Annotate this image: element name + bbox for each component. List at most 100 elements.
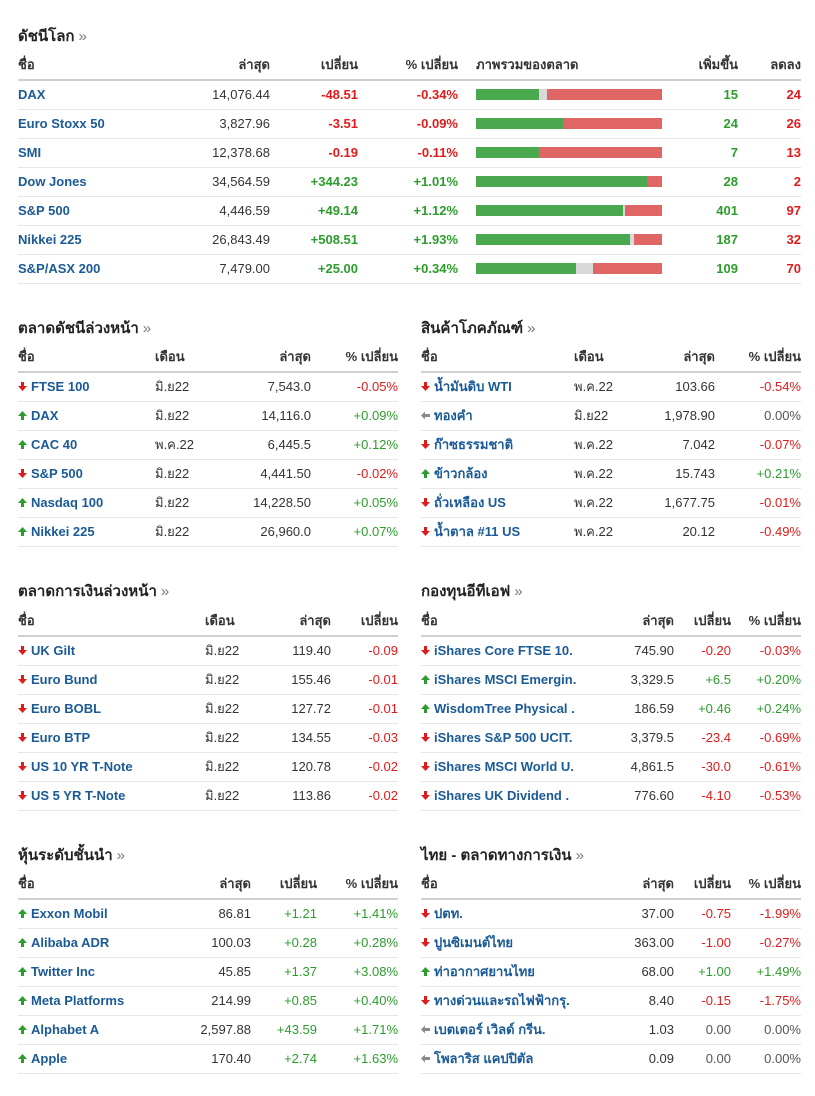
name-cell[interactable]: Alibaba ADR (18, 928, 178, 958)
instrument-link[interactable]: S&P 500 (18, 203, 70, 218)
name-cell[interactable]: UK Gilt (18, 636, 205, 666)
instrument-link[interactable]: Alibaba ADR (31, 935, 110, 950)
instrument-link[interactable]: Nasdaq 100 (31, 495, 104, 510)
name-cell[interactable]: Euro BTP (18, 723, 205, 753)
name-cell[interactable]: SMI (18, 138, 148, 168)
table-row[interactable]: Dow Jones 34,564.59 +344.23 +1.01% 28 2 (18, 167, 801, 197)
table-row[interactable]: Nikkei 225 มิ.ย22 26,960.0 +0.07% (18, 517, 398, 547)
table-row[interactable]: iShares UK Dividend . 776.60 -4.10 -0.53% (421, 781, 801, 811)
name-cell[interactable]: Exxon Mobil (18, 899, 178, 929)
table-row[interactable]: Nikkei 225 26,843.49 +508.51 +1.93% 187 32 (18, 225, 801, 255)
table-row[interactable]: UK Gilt มิ.ย22 119.40 -0.09 (18, 636, 398, 666)
instrument-link[interactable]: UK Gilt (31, 643, 76, 659)
thai-markets-title-text[interactable]: ไทย - ตลาดทางการเงิน (421, 847, 572, 864)
table-row[interactable]: DAX 14,076.44 -48.51 -0.34% 15 24 (18, 80, 801, 110)
name-cell[interactable]: iShares S&P 500 UCIT. (421, 723, 603, 753)
name-cell[interactable]: Twitter Inc (18, 957, 178, 987)
name-cell[interactable]: FTSE 100 (18, 372, 155, 402)
rate-futures-title[interactable]: ตลาดการเงินล่วงหน้า» (18, 579, 169, 603)
instrument-link[interactable]: S&P/ASX 200 (18, 261, 101, 276)
leading-stocks-title[interactable]: หุ้นระดับชั้นนำ» (18, 843, 125, 867)
table-row[interactable]: น้ำมันดิบ WTI พ.ค.22 103.66 -0.54% (421, 372, 801, 402)
thai-markets-title[interactable]: ไทย - ตลาดทางการเงิน» (421, 843, 584, 867)
more-link-icon[interactable]: » (575, 847, 584, 864)
table-row[interactable]: โพลาริส แคปปิตัล 0.09 0.00 0.00% (421, 1044, 801, 1074)
name-cell[interactable]: Meta Platforms (18, 986, 178, 1016)
more-link-icon[interactable]: » (116, 847, 125, 864)
table-row[interactable]: US 5 YR T-Note มิ.ย22 113.86 -0.02 (18, 781, 398, 811)
instrument-link[interactable]: โพลาริส แคปปิตัล (434, 1051, 534, 1066)
table-row[interactable]: Apple 170.40 +2.74 +1.63% (18, 1044, 398, 1074)
name-cell[interactable]: ข้าวกล้อง (421, 459, 574, 489)
name-cell[interactable]: CAC 40 (18, 430, 155, 460)
name-cell[interactable]: DAX (18, 401, 155, 431)
instrument-link[interactable]: Euro BOBL (31, 701, 102, 716)
name-cell[interactable]: ปูนซิเมนต์ไทย (421, 928, 603, 958)
index-futures-title[interactable]: ตลาดดัชนีล่วงหน้า» (18, 316, 151, 340)
instrument-link[interactable]: ปูนซิเมนต์ไทย (434, 935, 514, 950)
rate-futures-title-text[interactable]: ตลาดการเงินล่วงหน้า (18, 583, 157, 600)
table-row[interactable]: SMI 12,378.68 -0.19 -0.11% 7 13 (18, 138, 801, 168)
instrument-link[interactable]: DAX (18, 87, 46, 103)
instrument-link[interactable]: US 5 YR T-Note (31, 788, 126, 803)
table-row[interactable]: DAX มิ.ย22 14,116.0 +0.09% (18, 401, 398, 431)
name-cell[interactable]: น้ำมันดิบ WTI (421, 372, 574, 402)
instrument-link[interactable]: Twitter Inc (31, 964, 96, 979)
instrument-link[interactable]: ทางด่วนและรถไฟฟ้ากรุ. (434, 993, 570, 1008)
name-cell[interactable]: โพลาริส แคปปิตัล (421, 1044, 603, 1074)
table-row[interactable]: Euro Bund มิ.ย22 155.46 -0.01 (18, 665, 398, 695)
table-row[interactable]: iShares S&P 500 UCIT. 3,379.5 -23.4 -0.69% (421, 723, 801, 753)
name-cell[interactable]: Euro Bund (18, 665, 205, 695)
commodities-title-text[interactable]: สินค้าโภคภัณฑ์ (421, 320, 524, 337)
instrument-link[interactable]: US 10 YR T-Note (31, 759, 133, 774)
name-cell[interactable]: ปตท. (421, 899, 603, 929)
name-cell[interactable]: ถั่วเหลือง US (421, 488, 574, 518)
instrument-link[interactable]: SMI (18, 145, 42, 160)
instrument-link[interactable]: น้ำตาล #11 US (434, 524, 521, 539)
world-indices-title[interactable]: ดัชนีโลก» (18, 24, 87, 48)
name-cell[interactable]: iShares UK Dividend . (421, 781, 603, 811)
more-link-icon[interactable]: » (142, 320, 152, 337)
table-row[interactable]: ท่าอากาศยานไทย 68.00 +1.00 +1.49% (421, 957, 801, 987)
instrument-link[interactable]: Meta Platforms (31, 993, 125, 1008)
instrument-link[interactable]: Nikkei 225 (18, 232, 82, 247)
instrument-link[interactable]: FTSE 100 (31, 379, 90, 395)
name-cell[interactable]: ท่าอากาศยานไทย (421, 957, 603, 987)
leading-stocks-title-text[interactable]: หุ้นระดับชั้นนำ (18, 847, 113, 864)
name-cell[interactable]: Nasdaq 100 (18, 488, 155, 518)
table-row[interactable]: Euro BOBL มิ.ย22 127.72 -0.01 (18, 694, 398, 724)
instrument-link[interactable]: น้ำมันดิบ WTI (434, 379, 512, 395)
name-cell[interactable]: US 10 YR T-Note (18, 752, 205, 782)
instrument-link[interactable]: iShares Core FTSE 10. (434, 643, 573, 659)
more-link-icon[interactable]: » (160, 583, 170, 600)
table-row[interactable]: S&P/ASX 200 7,479.00 +25.00 +0.34% 109 70 (18, 254, 801, 284)
table-row[interactable]: iShares MSCI World U. 4,861.5 -30.0 -0.61% (421, 752, 801, 782)
table-row[interactable]: ก๊าซธรรมชาติ พ.ค.22 7.042 -0.07% (421, 430, 801, 460)
table-row[interactable]: Alphabet A 2,597.88 +43.59 +1.71% (18, 1015, 398, 1045)
table-row[interactable]: Euro Stoxx 50 3,827.96 -3.51 -0.09% 24 26 (18, 109, 801, 139)
table-row[interactable]: Nasdaq 100 มิ.ย22 14,228.50 +0.05% (18, 488, 398, 518)
instrument-link[interactable]: S&P 500 (31, 466, 83, 481)
name-cell[interactable]: ทองคำ (421, 401, 574, 431)
name-cell[interactable]: S&P/ASX 200 (18, 254, 148, 284)
name-cell[interactable]: ก๊าซธรรมชาติ (421, 430, 574, 460)
instrument-link[interactable]: iShares S&P 500 UCIT. (434, 730, 573, 745)
name-cell[interactable]: น้ำตาล #11 US (421, 517, 574, 547)
table-row[interactable]: Alibaba ADR 100.03 +0.28 +0.28% (18, 928, 398, 958)
name-cell[interactable]: US 5 YR T-Note (18, 781, 205, 811)
table-row[interactable]: ข้าวกล้อง พ.ค.22 15.743 +0.21% (421, 459, 801, 489)
instrument-link[interactable]: Euro Bund (31, 672, 98, 687)
table-row[interactable]: Euro BTP มิ.ย22 134.55 -0.03 (18, 723, 398, 753)
name-cell[interactable]: iShares Core FTSE 10. (421, 636, 603, 666)
name-cell[interactable]: iShares MSCI Emergin. (421, 665, 603, 695)
instrument-link[interactable]: ทองคำ (434, 408, 473, 423)
more-link-icon[interactable]: » (527, 320, 536, 337)
instrument-link[interactable]: Dow Jones (18, 174, 87, 189)
instrument-link[interactable]: ถั่วเหลือง US (434, 495, 506, 510)
instrument-link[interactable]: Exxon Mobil (31, 906, 108, 922)
table-row[interactable]: ปตท. 37.00 -0.75 -1.99% (421, 899, 801, 929)
table-row[interactable]: Twitter Inc 45.85 +1.37 +3.08% (18, 957, 398, 987)
table-row[interactable]: iShares Core FTSE 10. 745.90 -0.20 -0.03% (421, 636, 801, 666)
name-cell[interactable]: Nikkei 225 (18, 225, 148, 255)
table-row[interactable]: S&P 500 มิ.ย22 4,441.50 -0.02% (18, 459, 398, 489)
